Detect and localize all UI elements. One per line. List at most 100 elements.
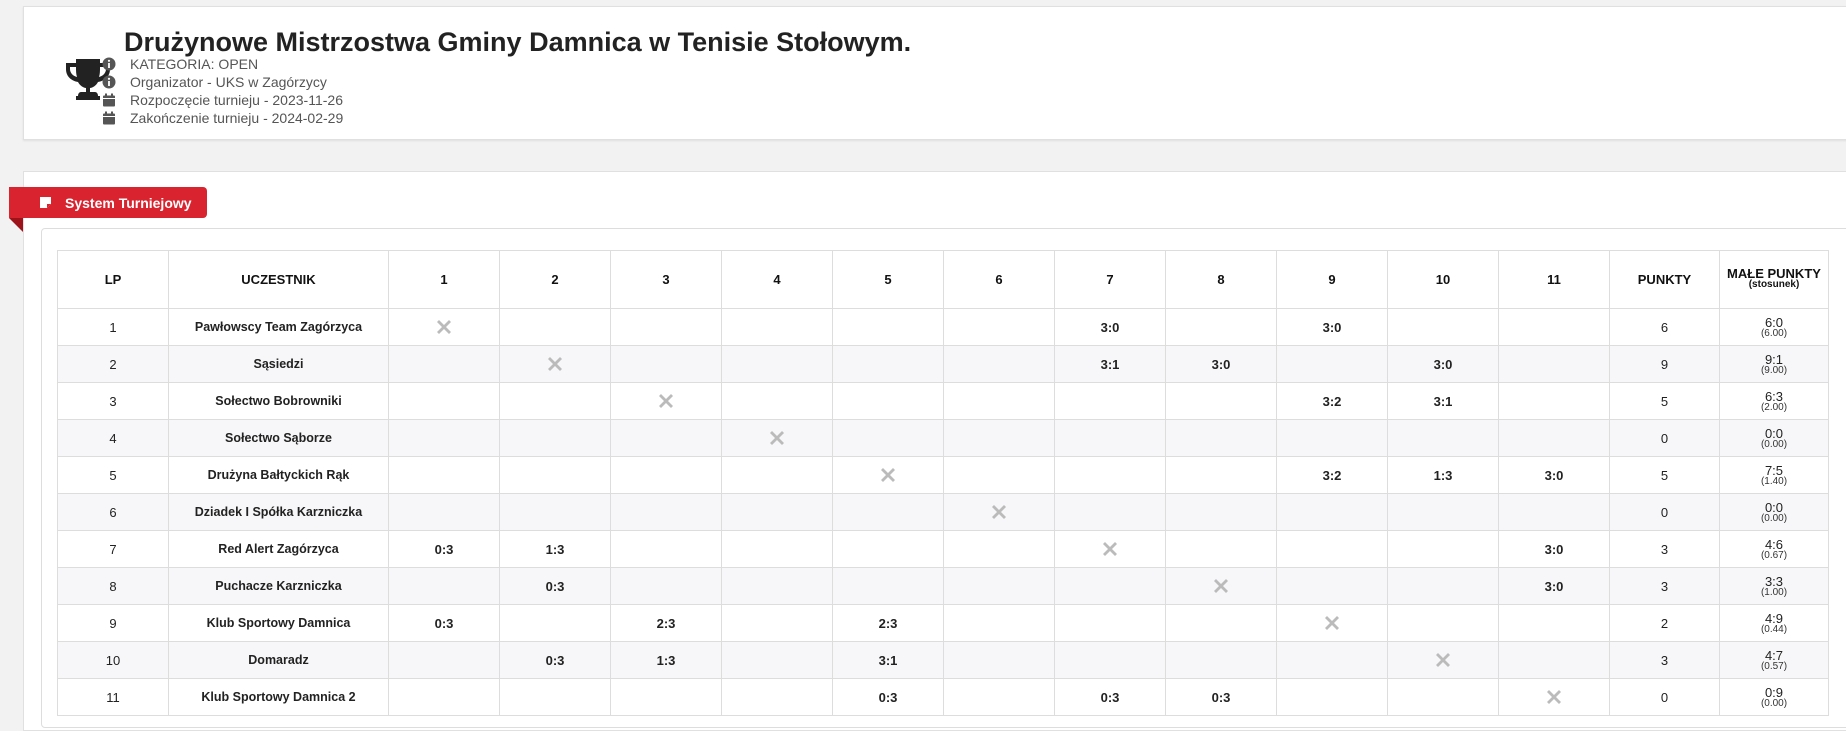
match-cell-empty (1054, 641, 1166, 679)
row-lp: 3 (57, 382, 169, 420)
row-points: 5 (1609, 382, 1720, 420)
match-cell-empty (721, 567, 833, 605)
match-cell-empty (1387, 678, 1499, 716)
note-icon (40, 197, 51, 208)
match-cell-empty (1387, 308, 1499, 346)
match-cell-empty (388, 678, 500, 716)
self-match-x-icon (1325, 616, 1339, 631)
info-start-date: Rozpoczęcie turnieju - 2023-11-26 (102, 91, 343, 109)
header-col-2: 2 (499, 250, 611, 309)
match-cell-empty (1165, 493, 1277, 531)
match-cell-empty (1387, 493, 1499, 531)
table-row: 1 Pawłowscy Team Zagórzyca 3:0 3:0 6 6:0 (6.00… (57, 308, 1829, 346)
header-participant: UCZESTNIK (168, 250, 389, 309)
info-icon (102, 75, 116, 89)
self-match-x-icon (992, 505, 1006, 520)
header-col-9: 9 (1276, 250, 1388, 309)
match-cell-self (610, 382, 722, 420)
match-result[interactable]: 1:3 (610, 641, 722, 679)
row-lp: 9 (57, 604, 169, 642)
match-cell-empty (610, 530, 722, 568)
row-lp: 10 (57, 641, 169, 679)
self-match-x-icon (881, 468, 895, 483)
match-cell-empty (832, 308, 944, 346)
match-result[interactable]: 0:3 (388, 530, 500, 568)
match-result[interactable]: 3:0 (1276, 308, 1388, 346)
match-result[interactable]: 1:3 (1387, 456, 1499, 494)
match-result[interactable]: 0:3 (832, 678, 944, 716)
match-cell-empty (943, 382, 1055, 420)
match-cell-empty (1165, 641, 1277, 679)
match-cell-empty (832, 419, 944, 457)
match-cell-empty (721, 678, 833, 716)
small-points-ratio: (2.00) (1760, 401, 1788, 413)
info-text: Zakończenie turnieju - 2024-02-29 (130, 110, 344, 126)
info-text: Rozpoczęcie turnieju - 2023-11-26 (130, 92, 343, 108)
match-result[interactable]: 3:2 (1276, 382, 1388, 420)
row-lp: 7 (57, 530, 169, 568)
match-cell-empty (610, 456, 722, 494)
match-cell-empty (388, 567, 500, 605)
match-cell-empty (610, 493, 722, 531)
match-result[interactable]: 3:0 (1498, 456, 1610, 494)
match-result[interactable]: 3:0 (1498, 530, 1610, 568)
row-lp: 4 (57, 419, 169, 457)
header-col-1: 1 (388, 250, 500, 309)
match-result[interactable]: 2:3 (610, 604, 722, 642)
match-result[interactable]: 2:3 (832, 604, 944, 642)
info-text: KATEGORIA: OPEN (130, 56, 259, 72)
section-label: System Turniejowy (65, 194, 192, 211)
small-points-score: 9:1 (1764, 351, 1784, 367)
match-result[interactable]: 3:1 (1387, 382, 1499, 420)
match-cell-empty (943, 567, 1055, 605)
participant-name: Red Alert Zagórzyca (168, 530, 389, 568)
match-result[interactable]: 0:3 (388, 604, 500, 642)
match-cell-empty (1387, 530, 1499, 568)
self-match-x-icon (770, 431, 784, 446)
match-cell-empty (721, 493, 833, 531)
match-result[interactable]: 1:3 (499, 530, 611, 568)
small-points-ratio: (0.00) (1760, 697, 1788, 709)
section-ribbon-system[interactable]: System Turniejowy (9, 187, 207, 218)
match-result[interactable]: 3:1 (832, 641, 944, 679)
match-result[interactable]: 0:3 (499, 567, 611, 605)
match-cell-empty (943, 678, 1055, 716)
match-cell-empty (1276, 493, 1388, 531)
small-points-score: 0:0 (1764, 425, 1784, 441)
match-cell-empty (1498, 382, 1610, 420)
info-category: KATEGORIA: OPEN (102, 55, 343, 73)
match-cell-empty (1276, 567, 1388, 605)
match-cell-empty (943, 456, 1055, 494)
row-points: 3 (1609, 530, 1720, 568)
small-points-ratio: (0.67) (1760, 549, 1788, 561)
info-icon (102, 57, 116, 71)
match-result[interactable]: 3:0 (1054, 308, 1166, 346)
row-small-points: 4:9 (0.44) (1719, 604, 1829, 642)
match-result[interactable]: 0:3 (499, 641, 611, 679)
match-result[interactable]: 0:3 (1054, 678, 1166, 716)
row-lp: 6 (57, 493, 169, 531)
row-small-points: 0:9 (0.00) (1719, 678, 1829, 716)
match-cell-empty (1165, 382, 1277, 420)
header-lp: LP (57, 250, 169, 309)
table-row: 8 Puchacze Karzniczka 0:3 3:0 3 3:3 (1.00) (57, 567, 1829, 605)
header-col-8: 8 (1165, 250, 1277, 309)
header-col-4: 4 (721, 250, 833, 309)
match-result[interactable]: 3:2 (1276, 456, 1388, 494)
match-cell-empty (943, 641, 1055, 679)
header-small-points: MAŁE PUNKTY (stosunek) (1719, 250, 1829, 309)
header-col-6: 6 (943, 250, 1055, 309)
match-result[interactable]: 0:3 (1165, 678, 1277, 716)
match-result[interactable]: 3:0 (1387, 345, 1499, 383)
match-result[interactable]: 3:0 (1498, 567, 1610, 605)
small-points-ratio: (0.44) (1760, 623, 1788, 635)
match-result[interactable]: 3:1 (1054, 345, 1166, 383)
match-cell-empty (721, 308, 833, 346)
small-points-ratio: (1.00) (1760, 586, 1788, 598)
match-result[interactable]: 3:0 (1165, 345, 1277, 383)
small-points-score: 7:5 (1764, 462, 1784, 478)
match-cell-empty (832, 345, 944, 383)
match-cell-empty (721, 604, 833, 642)
match-cell-empty (1054, 456, 1166, 494)
page-title: Drużynowe Mistrzostwa Gminy Damnica w Te… (124, 27, 912, 57)
